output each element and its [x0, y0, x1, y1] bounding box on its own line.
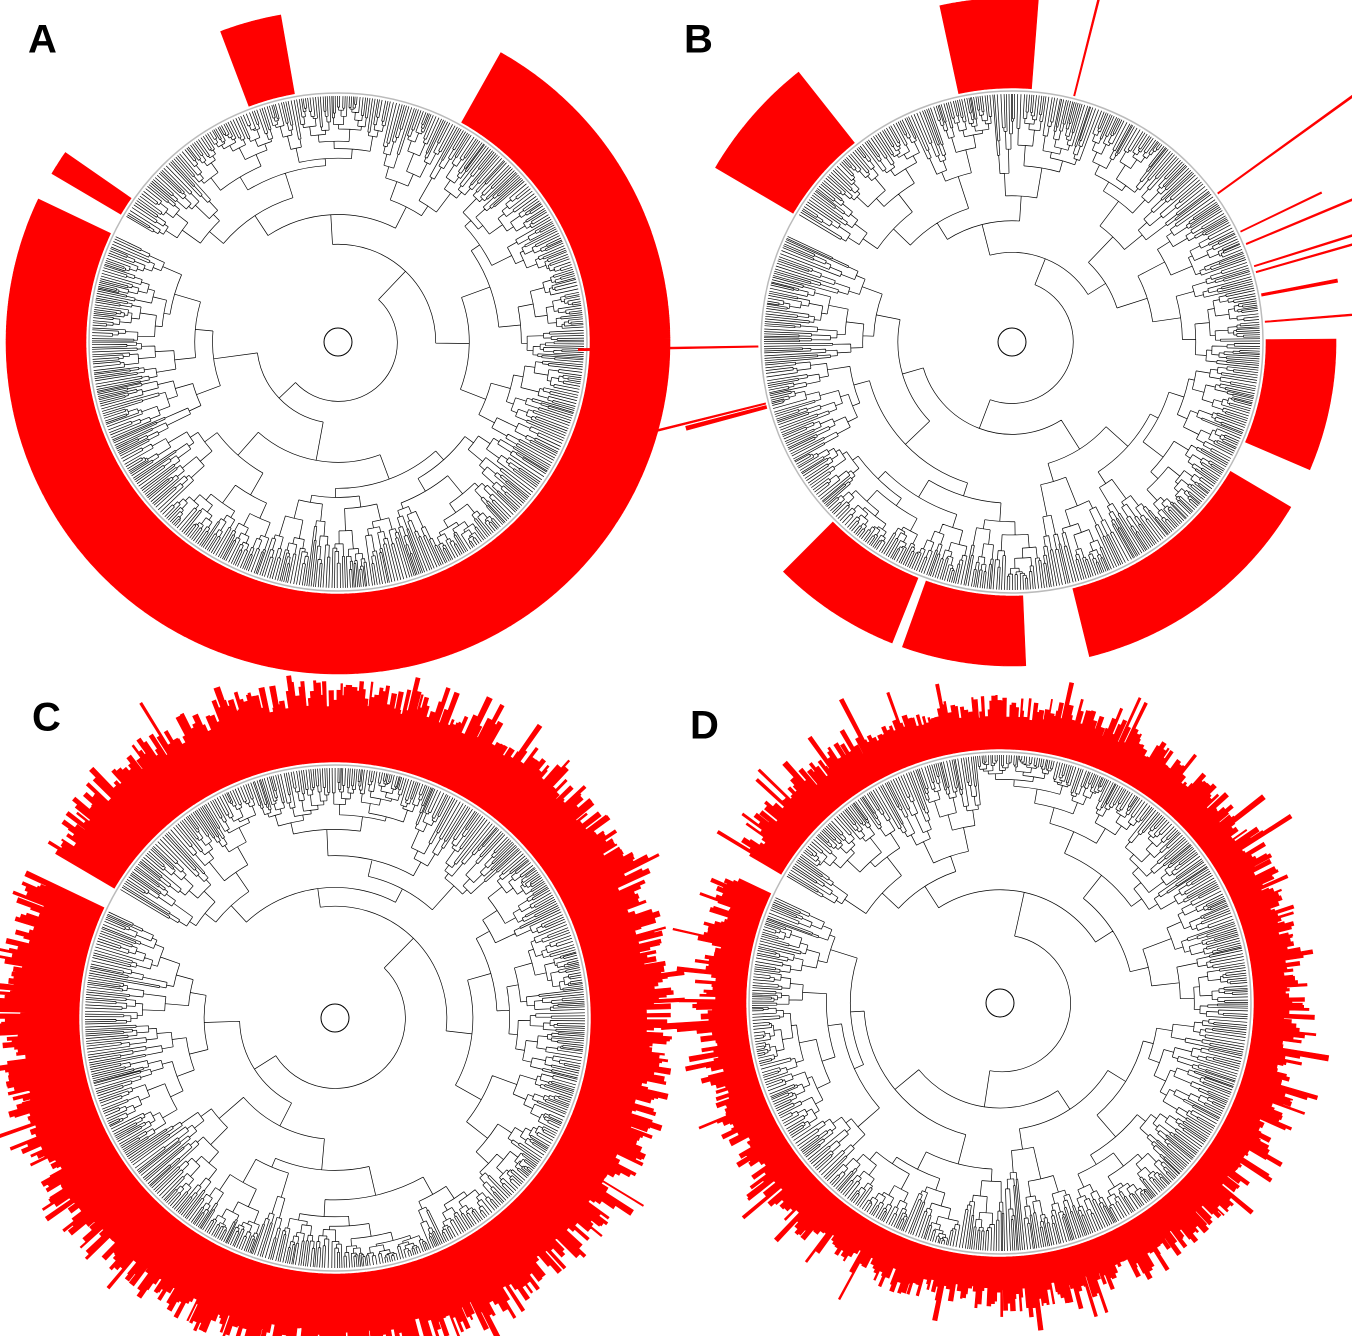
trait-bars: [661, 683, 1329, 1331]
tree-branches: [764, 94, 1260, 590]
leaf-ring: [82, 765, 588, 1271]
figure: A B C D: [0, 0, 1352, 1336]
leaf-ring: [761, 91, 1263, 593]
panel-label: D: [690, 704, 719, 748]
panel-label: A: [28, 18, 57, 62]
panel-label: C: [32, 696, 61, 740]
root-ring: [986, 989, 1014, 1017]
tree-branches: [752, 755, 1248, 1251]
root-ring: [998, 328, 1026, 356]
leaf-ring: [89, 93, 587, 591]
panel-label: B: [684, 18, 713, 62]
root-ring: [321, 1004, 349, 1032]
leaf-ring: [749, 752, 1251, 1254]
tree-branches: [85, 768, 585, 1268]
tree-branches: [92, 96, 584, 588]
root-ring: [324, 328, 352, 356]
